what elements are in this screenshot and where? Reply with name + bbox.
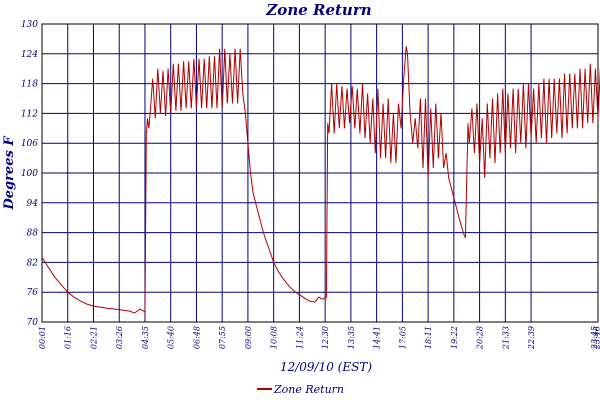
x-tick-label: 23:46 [593,326,600,350]
chart-title: Zone Return [265,1,371,19]
x-tick-label: 03:26 [115,326,124,349]
y-tick-labels: 70 76 82 88 94 100 106 112 118 124 130 [21,20,38,328]
plot-border [41,23,599,323]
series-line-zone-return [41,46,600,314]
x-tick-label: 11:24 [295,326,304,349]
x-tick-label: 23:45 [590,326,599,350]
x-tick-label: 13:35 [347,326,356,349]
x-tick-label: 00:01 [38,326,47,349]
y-tick-label: 112 [21,109,38,119]
x-axis-label: 12/09/10 (EST) [280,360,372,374]
y-tick-label: 88 [27,229,39,239]
legend: Zone Return [257,383,344,396]
y-tick-label: 118 [21,80,38,90]
x-tick-label: 12:30 [321,326,330,349]
x-tick-label: 09:00 [244,326,253,349]
x-tick-label: 20:28 [476,326,485,350]
y-tick-label: 130 [21,20,38,30]
x-tick-labels: 00:01 01:16 02:21 03:26 04:35 05:40 06:48 07:55… [38,326,600,350]
y-tick-label: 100 [21,169,38,179]
x-tick-label: 19:22 [450,326,459,349]
x-tick-label: 17:05 [398,326,407,349]
legend-label: Zone Return [273,383,344,396]
x-tick-label: 07:55 [218,326,227,349]
y-tick-label: 76 [27,288,39,298]
x-tick-label: 01:16 [64,326,73,349]
grid [41,23,598,323]
y-tick-label: 70 [27,318,39,328]
y-tick-label: 94 [27,199,39,209]
y-tick-label: 124 [21,50,38,60]
x-tick-label: 22:39 [527,326,536,350]
y-tick-label: 106 [21,139,38,149]
x-tick-label: 02:21 [89,326,98,349]
x-tick-label: 21:33 [501,326,510,350]
x-tick-label: 05:40 [167,326,176,349]
y-axis-label: Degrees F [2,136,17,211]
x-tick-label: 04:35 [141,326,150,349]
x-tick-label: 06:48 [192,326,201,349]
x-tick-label: 14:41 [373,326,382,349]
x-tick-label: 10:08 [270,326,279,349]
x-tick-label: 18:11 [424,326,433,349]
y-tick-label: 82 [27,258,39,268]
